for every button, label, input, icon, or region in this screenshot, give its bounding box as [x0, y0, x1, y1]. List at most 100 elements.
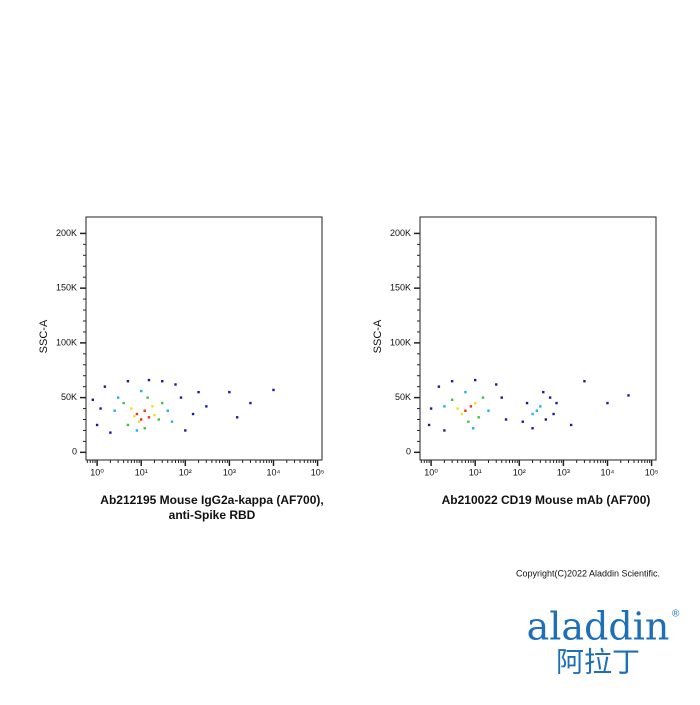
event-dot: [126, 379, 130, 383]
event-dot: [179, 396, 183, 399]
event-dot: [450, 379, 454, 383]
event-dot: [443, 405, 446, 408]
event-dot: [103, 385, 107, 388]
y-tick-label: 0: [72, 447, 77, 457]
event-dot: [606, 401, 609, 405]
y-axis-label: SSC-A: [372, 319, 384, 353]
event-dot: [95, 423, 99, 427]
x-tick-label: 10³: [557, 467, 570, 477]
x-tick-label: 10⁵: [311, 467, 325, 477]
event-dot: [542, 390, 545, 394]
event-dot: [122, 401, 125, 405]
event-dot: [443, 429, 446, 432]
logo: aladdin: [527, 605, 670, 649]
event-dot: [228, 390, 231, 394]
event-dot: [135, 429, 139, 432]
x-tick-label: 10⁰: [424, 467, 438, 477]
event-dot: [500, 396, 503, 399]
y-tick-label: 200K: [56, 228, 77, 238]
event-dot: [525, 401, 529, 405]
event-dot: [473, 401, 477, 405]
event-dot: [116, 396, 120, 399]
event-dot: [205, 405, 208, 408]
event-dot: [548, 396, 552, 399]
event-dot: [133, 415, 136, 418]
event-dot: [460, 412, 464, 416]
event-dot: [477, 416, 480, 419]
event-dot: [521, 420, 524, 423]
event-dot: [99, 407, 102, 410]
x-tick-label: 10⁴: [601, 467, 615, 477]
event-dot: [109, 431, 112, 434]
event-dot: [113, 409, 116, 412]
event-dot: [157, 418, 160, 421]
plot-frame: [85, 216, 323, 461]
chart-title: anti-Spike RBD: [169, 508, 256, 522]
y-axis-label: SSC-A: [38, 319, 50, 353]
event-dot: [531, 412, 534, 416]
logo-registered: ®: [672, 609, 680, 620]
x-tick-label: 10³: [223, 467, 236, 477]
logo-cn: 阿拉丁: [556, 646, 640, 677]
event-dot: [481, 396, 485, 399]
event-dot: [153, 413, 156, 417]
event-dot: [197, 390, 200, 394]
chart-title: Ab212195 Mouse IgG2a-kappa (AF700),: [100, 493, 323, 507]
event-dot: [235, 416, 239, 419]
y-tick-label: 100K: [390, 337, 411, 347]
event-dot: [147, 378, 151, 382]
event-dot: [191, 412, 195, 416]
event-dot: [91, 398, 95, 401]
event-dot: [437, 385, 441, 388]
event-dot: [143, 409, 146, 412]
event-dot: [126, 423, 130, 427]
event-dot: [504, 418, 508, 421]
event-dot: [544, 418, 548, 421]
x-tick-label: 10⁴: [267, 467, 281, 477]
event-dot: [137, 420, 141, 423]
event-dot: [147, 416, 151, 419]
plot-frame: [419, 216, 657, 461]
x-tick-label: 10²: [513, 467, 526, 477]
event-dot: [487, 409, 490, 412]
x-tick-label: 10¹: [469, 467, 482, 477]
event-dot: [139, 389, 143, 393]
y-tick-label: 100K: [56, 337, 77, 347]
event-dot: [272, 388, 275, 392]
event-dot: [429, 407, 433, 410]
event-dot: [151, 405, 154, 408]
event-dot: [139, 418, 143, 421]
x-tick-label: 10¹: [135, 467, 148, 477]
y-tick-label: 150K: [56, 283, 77, 293]
event-dot: [552, 412, 555, 416]
x-tick-label: 10⁵: [645, 467, 659, 477]
event-dot: [170, 420, 174, 423]
event-dot: [467, 420, 470, 423]
event-dot: [583, 379, 586, 383]
event-dot: [450, 398, 454, 401]
event-dot: [627, 394, 630, 397]
y-tick-label: 150K: [390, 283, 411, 293]
y-tick-label: 0: [406, 447, 411, 457]
y-tick-label: 50K: [395, 392, 411, 402]
event-dot: [464, 409, 467, 412]
x-tick-label: 10²: [179, 467, 192, 477]
plot: 10⁰ 10¹ 10² 10³ 10⁴ 10⁵ 0 50K 100K 150K 200K SSC-A A…: [372, 216, 659, 507]
event-dot: [166, 409, 169, 412]
y-tick-label: 50K: [61, 392, 77, 402]
event-dot: [135, 412, 139, 416]
plot: 10⁰ 10¹ 10² 10³ 10⁴ 10⁵ 0 50K 100K 150K 200K SSC-A A…: [38, 216, 325, 522]
event-dot: [130, 407, 133, 410]
x-tick-label: 10⁰: [90, 467, 104, 477]
chart-title: Ab210022 CD19 Mouse mAb (AF700): [442, 493, 651, 507]
event-dot: [464, 390, 467, 394]
event-dot: [569, 423, 573, 427]
event-dot: [473, 378, 477, 382]
event-dot: [531, 427, 534, 430]
event-dot: [143, 427, 146, 430]
event-dot: [146, 396, 149, 399]
event-dot: [427, 423, 431, 427]
event-dot: [184, 429, 187, 432]
